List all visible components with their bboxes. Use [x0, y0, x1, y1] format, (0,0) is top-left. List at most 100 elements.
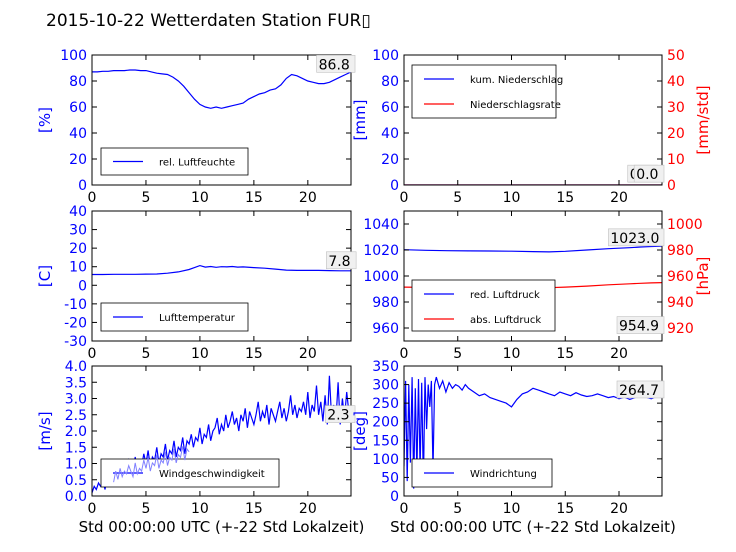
x-tick-label: 5: [141, 346, 150, 362]
x-tick-label: 5: [141, 190, 150, 206]
panel-temperature: 0 5 10 15 20 -30 -20 -10 0 10 20 30 40 [C] 7.8 Lufttemp…: [36, 204, 357, 362]
value-annotation-box: [616, 380, 665, 399]
panel-precip: 0 5 10 15 20 0 20 40 60 80 100 0 10 20 30 40 50 [mm] [mm/s…: [351, 48, 712, 206]
y-tick-label: -20: [64, 315, 87, 331]
y-tick-label: 20: [69, 241, 87, 257]
y-tick-label: 20: [381, 152, 399, 168]
y-tick-label: 60: [69, 100, 87, 116]
y-tick-label: 1.5: [65, 440, 87, 456]
y-tick-label: 0.0: [65, 489, 87, 505]
series-line-temperature-0: [92, 264, 351, 276]
y-tick-label: 0.5: [65, 473, 87, 489]
x-tick-label: 0: [88, 190, 97, 206]
series-line-humidity-0: [92, 69, 351, 109]
y-tick-label: 20: [69, 152, 87, 168]
y-axis-label: [%]: [36, 107, 54, 133]
series-line-windspeed-0: [92, 375, 351, 493]
value-annotation: 0.0: [636, 167, 658, 183]
x-tick-label: 10: [191, 346, 209, 362]
y-tick-label: 3.5: [65, 375, 87, 391]
x-tick-label: 10: [503, 346, 521, 362]
x-tick-label: 20: [299, 346, 317, 362]
series-line-winddir-0: [404, 376, 662, 489]
y-tick-label: 1000: [363, 269, 399, 285]
y-tick-label: 1040: [363, 217, 399, 233]
y2-axis-label: [mm/std]: [694, 85, 712, 154]
legend-label: kum. Niederschlag: [470, 75, 563, 86]
y-tick-label: 980: [372, 295, 399, 311]
y-tick-label: 200: [372, 415, 399, 431]
y-tick-label: 3.0: [65, 392, 87, 408]
y-axis-label: [m/s]: [36, 411, 54, 450]
y-tick-label: 80: [381, 74, 399, 90]
value-annotation-box: [633, 164, 665, 183]
x-tick-label: 20: [610, 346, 628, 362]
x-tick-label: 15: [245, 501, 263, 517]
y-axis-label: [deg]: [351, 411, 369, 451]
legend-frame: [411, 64, 557, 119]
y-tick-label: 350: [372, 359, 399, 375]
legend-label: rel. Luftfeuchte: [159, 158, 235, 169]
x-tick-label: 0: [400, 190, 409, 206]
x-tick-label: 10: [503, 501, 521, 517]
y-tick-label: 80: [69, 74, 87, 90]
x-tick-label: 10: [191, 190, 209, 206]
legend: kum. Niederschlag Niederschlagsrate: [411, 64, 563, 119]
y2-tick-label: 960: [667, 269, 694, 285]
x-tick-label: 5: [453, 346, 462, 362]
legend-label: Windgeschwindigkeit: [159, 469, 265, 480]
y-tick-label: 4.0: [65, 359, 87, 375]
x-tick-label: 0: [88, 501, 97, 517]
value-annotation: 264.7: [619, 383, 659, 399]
y2-tick-label: 980: [667, 243, 694, 259]
x-tick-label: 20: [610, 190, 628, 206]
y-tick-label: 960: [372, 321, 399, 337]
value-annotation: 1023.0: [610, 231, 659, 247]
value-annotation: 86.8: [319, 57, 350, 73]
y-tick-label: 300: [372, 378, 399, 394]
y-tick-label: 100: [372, 48, 399, 64]
y-tick-label: 2.5: [65, 408, 87, 424]
figure-title: 2015-10-22 Wetterdaten Station FUR▯: [46, 11, 371, 31]
legend: Windrichtung: [411, 458, 553, 488]
x-tick-label: 15: [556, 190, 574, 206]
x-tick-label: 0: [88, 346, 97, 362]
y-tick-label: 40: [69, 204, 87, 220]
y-axis-label: [mm]: [351, 100, 369, 141]
value-annotation: 7.8: [328, 254, 350, 270]
y-tick-label: 50: [381, 470, 399, 486]
y2-tick-label: 20: [667, 126, 685, 142]
value-annotation: 2.3: [327, 408, 349, 424]
y2-tick-label: 50: [667, 48, 685, 64]
legend-frame: [411, 279, 556, 332]
value-annotation-box: [326, 251, 357, 270]
y2-tick-label: 10: [667, 152, 685, 168]
y2-tick-label: 940: [667, 295, 694, 311]
y-tick-label: -30: [64, 334, 87, 350]
legend-label: abs. Luftdruck: [470, 315, 541, 326]
value-annotation: 954.9: [619, 319, 659, 335]
x-axis-label: Std 00:00:00 UTC (+-22 Std Lokalzeit): [390, 518, 676, 536]
y2-tick-label: 920: [667, 321, 694, 337]
x-axis-label: Std 00:00:00 UTC (+-22 Std Lokalzeit): [79, 518, 365, 536]
y2-tick-label: 40: [667, 74, 685, 90]
x-tick-label: 15: [245, 190, 263, 206]
y-tick-label: -10: [64, 297, 87, 313]
axes-frame: [91, 210, 352, 342]
y2-tick-label: 0: [667, 178, 676, 194]
axes-frame: [91, 54, 352, 186]
x-tick-label: 0: [400, 501, 409, 517]
y-tick-label: 0: [390, 178, 399, 194]
axes-frame: [403, 54, 663, 186]
value-annotation-box: [316, 54, 356, 73]
y-tick-label: 60: [381, 100, 399, 116]
legend: red. Luftdruck abs. Luftdruck: [411, 279, 556, 332]
y-axis-label: [C]: [36, 265, 54, 287]
legend-label: red. Luftdruck: [470, 290, 540, 301]
y-tick-label: 10: [69, 260, 87, 276]
y-tick-label: 40: [69, 126, 87, 142]
y-tick-label: 30: [69, 223, 87, 239]
y-tick-label: 0: [78, 178, 87, 194]
y-tick-label: 0: [78, 278, 87, 294]
